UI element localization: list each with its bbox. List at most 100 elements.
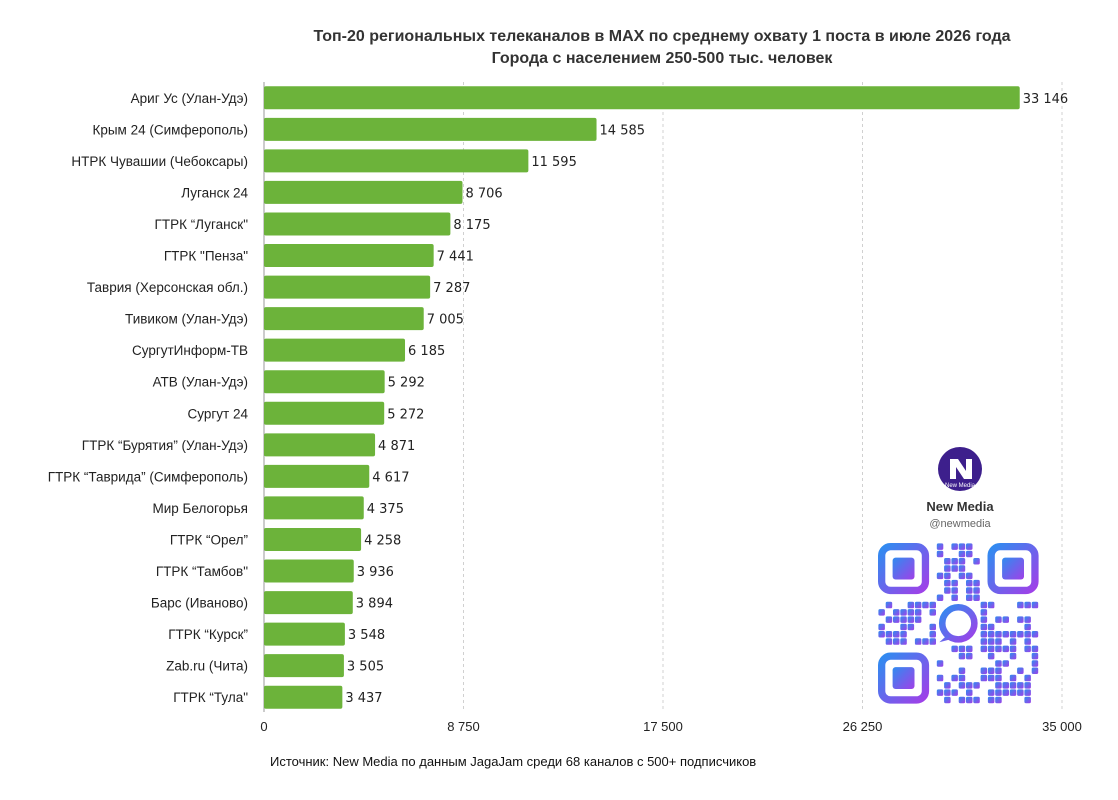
- category-label: Ариг Ус (Улан-Удэ): [131, 91, 248, 106]
- value-labels: 33 146 14 585 11 595 8 706 8 175 7 441 7 287 7 …: [345, 92, 1068, 706]
- bar: [264, 86, 1020, 110]
- x-tick-label: 8 750: [447, 719, 480, 734]
- qr-code-icon: [878, 543, 1039, 704]
- qr-module: [893, 638, 900, 645]
- qr-module: [958, 682, 966, 689]
- category-label: ГТРК “Курск”: [168, 627, 248, 642]
- x-tick-label: 0: [260, 719, 267, 734]
- qr-module: [951, 543, 958, 550]
- value-label: 11 595: [531, 155, 577, 170]
- qr-module: [995, 667, 1002, 674]
- category-label: СургутИнформ-ТВ: [132, 343, 248, 358]
- qr-center-icon: [938, 603, 978, 643]
- qr-module: [878, 623, 885, 631]
- qr-module: [1017, 601, 1024, 609]
- bar: [264, 464, 370, 488]
- qr-finder-dot: [892, 667, 915, 689]
- value-label: 33 146: [1023, 92, 1068, 107]
- qr-module: [973, 696, 980, 704]
- qr-module: [966, 594, 973, 601]
- bar: [264, 559, 354, 583]
- value-label: 5 272: [387, 407, 424, 422]
- value-label: 4 375: [367, 502, 404, 517]
- qr-module: [936, 674, 944, 682]
- qr-module: [966, 645, 973, 653]
- brand-logo-mark: [950, 459, 972, 479]
- qr-module: [900, 623, 907, 631]
- qr-module: [1024, 682, 1031, 689]
- qr-module: [951, 674, 958, 682]
- qr-module: [987, 696, 995, 704]
- value-label: 3 505: [347, 660, 384, 675]
- qr-module: [966, 550, 973, 558]
- x-tick-label: 35 000: [1042, 719, 1082, 734]
- bar: [264, 654, 344, 678]
- value-label: 7 287: [433, 281, 470, 296]
- qr-module: [987, 674, 995, 682]
- category-label: ГТРК "Пенза": [164, 249, 248, 264]
- qr-module: [929, 601, 936, 609]
- qr-module: [929, 638, 936, 645]
- qr-module: [987, 645, 995, 653]
- qr-module: [936, 660, 944, 667]
- category-label: ГТРК “Орел”: [170, 532, 248, 547]
- qr-module: [1024, 696, 1031, 704]
- category-label: ГТРК “Тамбов": [156, 564, 248, 579]
- qr-module: [1024, 623, 1031, 631]
- bar: [264, 496, 364, 520]
- qr-module: [958, 667, 966, 674]
- qr-module: [893, 631, 900, 638]
- value-label: 7 005: [427, 313, 464, 328]
- qr-module: [885, 616, 893, 623]
- brand-block: New Media New Media @newmedia: [878, 447, 1039, 704]
- qr-module: [980, 623, 988, 631]
- qr-module: [1031, 667, 1039, 674]
- qr-module: [987, 667, 995, 674]
- qr-module: [987, 638, 995, 645]
- qr-module: [914, 601, 922, 609]
- bars: [264, 86, 1020, 709]
- chart-subtitle: Города с населением 250-500 тыс. человек: [492, 50, 834, 67]
- qr-module: [885, 638, 893, 645]
- qr-module: [987, 652, 995, 660]
- value-label: 6 185: [408, 344, 445, 359]
- qr-finder: [878, 543, 930, 595]
- qr-module: [995, 631, 1002, 638]
- qr-module: [1024, 645, 1031, 653]
- qr-module: [1031, 601, 1039, 609]
- bar: [264, 275, 431, 299]
- category-label: Сургут 24: [188, 406, 249, 421]
- qr-module: [966, 587, 973, 594]
- bar: [264, 433, 376, 457]
- bar: [264, 117, 597, 141]
- qr-module: [936, 689, 944, 696]
- x-tick-label: 26 250: [843, 719, 883, 734]
- qr-module: [966, 543, 973, 550]
- qr-module: [995, 645, 1002, 653]
- qr-module: [951, 565, 958, 572]
- qr-module: [900, 609, 907, 616]
- qr-module: [1002, 682, 1009, 689]
- qr-module: [1031, 631, 1039, 638]
- qr-module: [987, 689, 995, 696]
- qr-module: [980, 638, 988, 645]
- qr-module: [893, 616, 900, 623]
- brand-name: New Media: [926, 499, 994, 514]
- qr-module: [951, 594, 958, 601]
- category-label: ГТРК “Луганск": [155, 217, 249, 232]
- qr-module: [885, 601, 893, 609]
- bar: [264, 212, 451, 236]
- qr-module: [885, 631, 893, 638]
- qr-module: [958, 558, 966, 565]
- qr-finder-dot: [1002, 557, 1024, 580]
- qr-module: [973, 587, 980, 594]
- qr-module: [944, 558, 951, 565]
- qr-module: [973, 558, 980, 565]
- qr-module: [922, 601, 929, 609]
- qr-module: [944, 689, 951, 696]
- qr-module: [966, 689, 973, 696]
- value-label: 5 292: [388, 376, 425, 391]
- qr-module: [914, 609, 922, 616]
- qr-module: [966, 579, 973, 587]
- qr-module: [987, 601, 995, 609]
